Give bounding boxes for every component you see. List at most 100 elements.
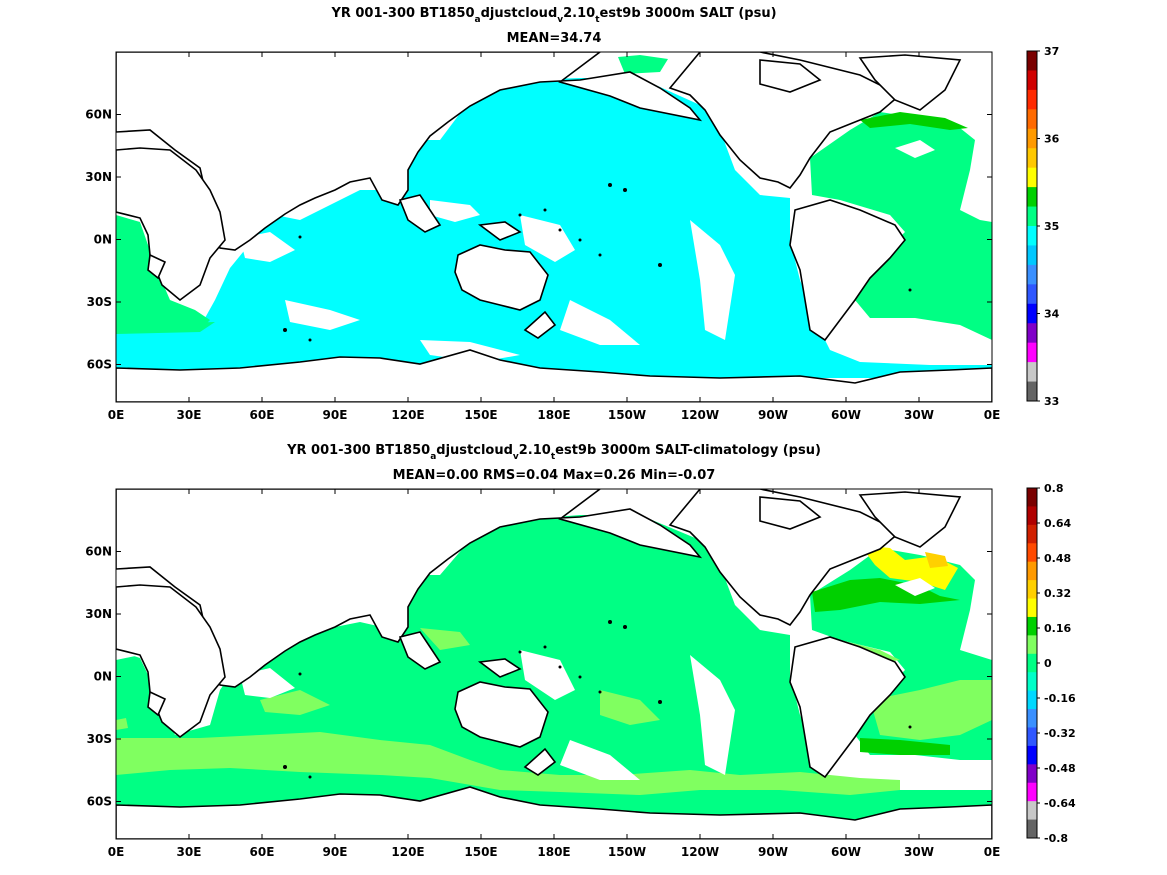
panel2-colorbar-swatch	[1027, 690, 1037, 710]
panel1-colorbar-swatch	[1027, 342, 1037, 363]
panel2-xtick-label: 0E	[108, 845, 125, 859]
panel2-colorbar-swatch	[1027, 819, 1037, 839]
panel2-ytick-label: 60N	[85, 545, 112, 559]
panel1-colorbar-swatch	[1027, 70, 1037, 91]
panel1-colorbar-swatch	[1027, 128, 1037, 149]
panel2-xtick-label: 60W	[831, 845, 861, 859]
panel2-colorbar-label: -0.8	[1044, 832, 1068, 845]
panel1-xtick-label: 120W	[681, 408, 719, 422]
panel1-colorbar-swatch	[1027, 187, 1037, 208]
panel2-colorbar-label: 0.48	[1044, 552, 1071, 565]
panel1-title: YR 001-300 BT1850adjustcloudv2.10test9b …	[331, 6, 777, 25]
panel2-colorbar-swatch	[1027, 782, 1037, 802]
panel1-stats: MEAN=34.74	[506, 31, 602, 46]
panel2-xtick-label: 150E	[464, 845, 497, 859]
panel1-ytick-label: 60S	[87, 358, 112, 372]
panel1-colorbar-swatch	[1027, 109, 1037, 130]
panel1-xtick-label: 0E	[984, 408, 1001, 422]
panel1-colorbar-label: 33	[1044, 395, 1059, 408]
panel2-ytick-label: 30S	[87, 732, 112, 746]
panel2-xtick-label: 60E	[250, 845, 275, 859]
panel2-map	[116, 489, 992, 839]
panel2-colorbar-swatch	[1027, 506, 1037, 526]
panel2-colorbar-swatch	[1027, 524, 1037, 544]
panel1-island-dots	[283, 183, 912, 342]
panel2-xtick-label: 90E	[323, 845, 348, 859]
panel2-ytick-label: 0N	[94, 670, 112, 684]
panel2-colorbar-label: 0.64	[1044, 517, 1071, 530]
panel2-colorbar-label: 0.8	[1044, 482, 1064, 495]
panel2-colorbar-label: 0.16	[1044, 622, 1071, 635]
panel1-xtick-label: 30E	[177, 408, 202, 422]
panel2-stats: MEAN=0.00 RMS=0.04 Max=0.26 Min=-0.07	[392, 468, 716, 483]
panel1-colorbar-swatch	[1027, 303, 1037, 324]
panel2-ytick-label: 60S	[87, 795, 112, 809]
panel1-colorbar-swatch	[1027, 206, 1037, 227]
panel2-island-dots	[283, 620, 912, 779]
panel2-colorbar-swatch	[1027, 561, 1037, 581]
panel1-antarctica	[116, 349, 992, 402]
panel2-xtick-label: 90W	[758, 845, 788, 859]
panel1-ytick-label: 0N	[94, 233, 112, 247]
panel1-colorbar-swatch	[1027, 167, 1037, 188]
panel1-xtick-label: 90W	[758, 408, 788, 422]
panel1-colorbar-swatch	[1027, 51, 1037, 71]
panel1-colorbar-swatch	[1027, 89, 1037, 110]
panel1-colorbar-swatch	[1027, 323, 1037, 344]
panel2-colorbar-swatch	[1027, 764, 1037, 784]
panel2-colorbar-label: 0.32	[1044, 587, 1071, 600]
panel1-map	[116, 52, 992, 402]
panel1-xtick-label: 0E	[108, 408, 125, 422]
panel2-xtick-label: 30E	[177, 845, 202, 859]
panel1-colorbar-swatch	[1027, 362, 1037, 383]
panel2-colorbar-swatch	[1027, 580, 1037, 600]
panel1-colorbar-swatch	[1027, 264, 1037, 285]
panel2-colorbar-swatch	[1027, 653, 1037, 673]
panel2-colorbar-swatch	[1027, 672, 1037, 692]
panel1-xtick-label: 150W	[608, 408, 646, 422]
panel2-xtick-label: 120E	[391, 845, 424, 859]
panel1-xtick-label: 90E	[323, 408, 348, 422]
panel2-colorbar-swatch	[1027, 488, 1037, 507]
panel2-colorbar-label: -0.48	[1044, 762, 1076, 775]
panel2-colorbar-swatch	[1027, 709, 1037, 728]
panel2-xtick-label: 0E	[984, 845, 1001, 859]
panel2-antarctica	[116, 786, 992, 839]
panel1-colorbar-swatch	[1027, 284, 1037, 305]
panel2-colorbar-swatch	[1027, 598, 1037, 618]
panel1-colorbar-swatch	[1027, 148, 1037, 169]
panel2-colorbar-label: -0.64	[1044, 797, 1076, 810]
panel1-colorbar-label: 34	[1044, 308, 1060, 321]
panel1-colorbar-swatch	[1027, 381, 1037, 402]
panel2-colorbar-swatch	[1027, 543, 1037, 563]
panel2-xtick-label: 150W	[608, 845, 646, 859]
panel1-xtick-label: 30W	[904, 408, 934, 422]
panel1-xtick-label: 60E	[250, 408, 275, 422]
panel2-ytick-label: 30N	[85, 607, 112, 621]
panel2-colorbar-label: 0	[1044, 657, 1052, 670]
panel1-colorbar-swatch	[1027, 226, 1037, 246]
panel2-colorbar-swatch	[1027, 801, 1037, 821]
panel2-xtick-label: 30W	[904, 845, 934, 859]
panel1-colorbar-label: 35	[1044, 220, 1059, 233]
panel1-xtick-label: 180E	[537, 408, 570, 422]
panel2-xtick-label: 120W	[681, 845, 719, 859]
panel1-xtick-label: 120E	[391, 408, 424, 422]
panel2-xtick-label: 180E	[537, 845, 570, 859]
panel1-colorbar-swatch	[1027, 245, 1037, 266]
panel1-xtick-label: 60W	[831, 408, 861, 422]
panel2-continents	[116, 489, 962, 779]
panel1-colorbar-label: 37	[1044, 45, 1059, 58]
panel1-ytick-label: 30N	[85, 170, 112, 184]
panel2-colorbar-label: -0.32	[1044, 727, 1076, 740]
panel2-colorbar-swatch	[1027, 635, 1037, 655]
panel1-ytick-label: 30S	[87, 295, 112, 309]
panel2-colorbar-swatch	[1027, 727, 1037, 747]
panel2-colorbar-swatch	[1027, 616, 1037, 636]
panel1-colorbar-label: 36	[1044, 133, 1060, 146]
panel1-atlantic-field	[810, 112, 992, 340]
panel1-continents	[116, 52, 962, 342]
panel2-colorbar-label: -0.16	[1044, 692, 1076, 705]
panel2-colorbar-swatch	[1027, 745, 1037, 765]
